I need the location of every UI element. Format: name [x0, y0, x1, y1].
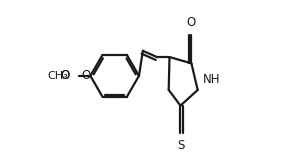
- Text: O: O: [60, 69, 70, 82]
- Text: O: O: [61, 69, 70, 82]
- Text: O: O: [187, 16, 196, 29]
- Text: O: O: [81, 69, 91, 82]
- Text: S: S: [177, 139, 184, 152]
- Text: CH₃: CH₃: [47, 71, 68, 81]
- Text: NH: NH: [203, 73, 220, 85]
